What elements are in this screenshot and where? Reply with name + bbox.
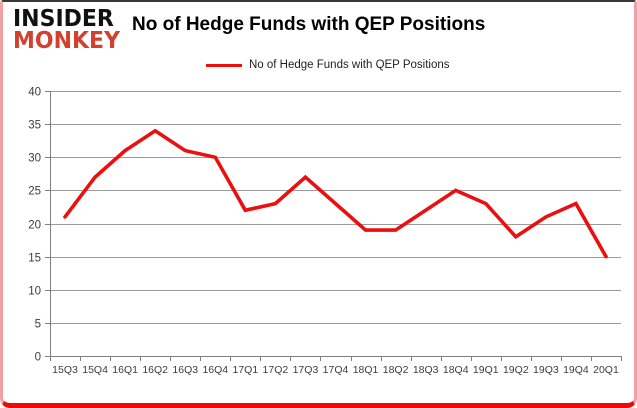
insider-monkey-logo: INSIDER MONKEY <box>13 5 125 55</box>
x-tick-label: 20Q1 <box>593 364 619 376</box>
x-tick-label: 15Q4 <box>82 364 108 376</box>
x-tick-label: 19Q4 <box>563 364 589 376</box>
y-tick-label: 25 <box>28 186 41 198</box>
x-tick-label: 16Q2 <box>142 364 168 376</box>
y-tick-label: 10 <box>28 286 41 298</box>
logo-text-insider: INSIDER <box>13 5 114 33</box>
y-tick-label: 5 <box>35 319 41 331</box>
x-tick-label: 18Q4 <box>443 364 469 376</box>
page-title: No of Hedge Funds with QEP Positions <box>132 14 486 35</box>
x-tick-label: 17Q4 <box>323 364 349 376</box>
data-series-line <box>63 128 608 259</box>
line-chart: 0 5 10 15 20 25 30 35 40 15Q3 15Q4 16Q1 16Q2 16Q3 16Q4… <box>28 87 622 376</box>
x-tick-label: 19Q3 <box>533 364 559 376</box>
y-tick-label: 40 <box>28 87 41 99</box>
logo-text-monkey: MONKEY <box>13 27 121 55</box>
legend-label: No of Hedge Funds with QEP Positions <box>249 59 450 71</box>
x-tick-label: 18Q2 <box>383 364 409 376</box>
x-tick-label: 15Q3 <box>52 364 78 376</box>
x-tick-label: 19Q2 <box>503 364 529 376</box>
y-tick-label: 30 <box>28 153 41 165</box>
y-tick-label: 35 <box>28 120 41 132</box>
legend: No of Hedge Funds with QEP Positions <box>206 58 450 72</box>
x-tick-label: 17Q3 <box>293 364 319 376</box>
x-tick-label: 16Q3 <box>172 364 198 376</box>
x-tick-label: 17Q2 <box>263 364 289 376</box>
x-tick-label: 16Q4 <box>202 364 228 376</box>
y-tick-label: 15 <box>28 253 41 265</box>
x-tick-label: 16Q1 <box>112 364 138 376</box>
x-tick-label: 18Q3 <box>413 364 439 376</box>
x-tick-label: 19Q1 <box>473 364 499 376</box>
y-tick-label: 0 <box>35 352 41 364</box>
legend-line-swatch <box>206 63 242 67</box>
y-tick-label: 20 <box>28 220 41 232</box>
x-tick-label: 17Q1 <box>232 364 258 376</box>
x-tick-label: 18Q1 <box>353 364 379 376</box>
